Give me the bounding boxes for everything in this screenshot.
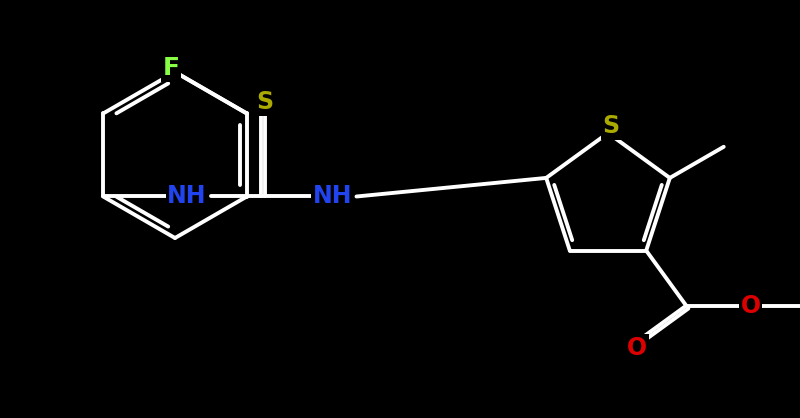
Text: O: O bbox=[627, 336, 647, 360]
Text: S: S bbox=[256, 90, 274, 115]
Text: S: S bbox=[602, 114, 619, 138]
Text: F: F bbox=[162, 56, 179, 80]
Text: O: O bbox=[740, 294, 761, 318]
Text: NH: NH bbox=[167, 184, 207, 209]
Text: NH: NH bbox=[313, 184, 352, 209]
